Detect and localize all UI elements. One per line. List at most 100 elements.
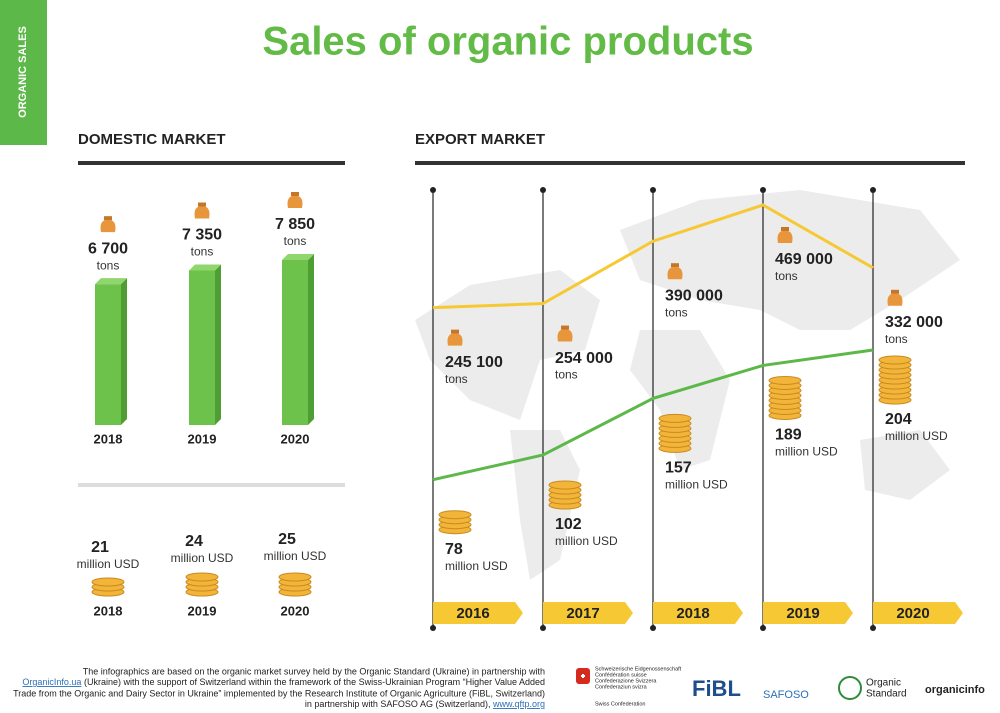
unit-label: million USD [445, 559, 508, 573]
swiss-text: Confédération suisse [595, 672, 647, 678]
unit-label: million USD [665, 478, 728, 492]
bag [287, 196, 303, 208]
bar-top [282, 254, 314, 260]
footer-link[interactable]: OrganicInfo.ua [22, 677, 81, 687]
swiss-text: Confederazione Svizzera [595, 678, 657, 684]
rule [78, 161, 345, 165]
timeline-dot [430, 187, 436, 193]
category-label: 2018 [676, 605, 709, 622]
year-banner [763, 602, 853, 624]
value-label: 25 [278, 531, 296, 548]
bag-tie [781, 227, 789, 231]
coin-stack [768, 375, 802, 420]
bar-side [121, 278, 127, 425]
value-label: 469 000 [775, 251, 833, 268]
os-logo: Standard [866, 689, 907, 700]
rule [415, 161, 965, 165]
footer-line: Trade from the Organic and Dairy Sector … [13, 688, 545, 698]
year-banner [433, 602, 523, 624]
bag-tie [891, 289, 899, 294]
footer-line: The infographics are based on the organi… [83, 666, 545, 676]
timeline-dot [430, 625, 436, 631]
bag-tie [561, 325, 569, 330]
unit-label: tons [885, 332, 908, 346]
category-label: 2020 [281, 603, 310, 618]
unit-label: million USD [171, 551, 234, 565]
timeline-dot [540, 187, 546, 193]
coin-stack [548, 480, 582, 510]
value-label: 21 [91, 539, 109, 556]
category-label: 2019 [188, 603, 217, 618]
bag-icon [667, 263, 683, 280]
bag-tie [671, 263, 679, 268]
value-label: 24 [185, 533, 203, 550]
category-label: 2020 [281, 431, 310, 446]
bag-tie [291, 192, 299, 196]
bag [447, 333, 463, 346]
side-tab [0, 0, 47, 145]
bar [282, 260, 308, 425]
year-banner [543, 602, 633, 624]
unit-label: million USD [77, 557, 140, 571]
series-line [432, 203, 874, 310]
swiss-text: Schweizerische Eidgenossenschaft [595, 666, 682, 672]
value-label: 204 [885, 411, 912, 428]
timeline-dot [650, 187, 656, 193]
unit-label: million USD [775, 445, 838, 459]
unit-label: tons [191, 245, 214, 259]
coin-stack [878, 355, 912, 405]
organicinfo-logo: organicinfo [925, 684, 985, 696]
coin [548, 480, 582, 490]
fibl-logo: FiBL [692, 676, 741, 701]
footer-text: (Ukraine) with the support of Switzerlan… [81, 677, 545, 687]
section-title: DOMESTIC MARKET [78, 131, 226, 148]
section-title: EXPORT MARKET [415, 131, 545, 148]
bag-tie [451, 329, 459, 334]
value-label: 6 700 [88, 240, 128, 257]
value-label: 78 [445, 541, 463, 558]
footer-link[interactable]: www.qftp.org [492, 699, 545, 709]
coin [658, 413, 692, 423]
bag-icon [287, 192, 303, 208]
rule [78, 483, 345, 487]
category-label: 2018 [94, 603, 123, 618]
bag [557, 329, 573, 342]
os-logo: Organic [866, 678, 901, 689]
value-label: 189 [775, 427, 802, 444]
bag-icon [887, 289, 903, 306]
value-label: 332 000 [885, 314, 943, 331]
value-label: 390 000 [665, 287, 723, 304]
bar-side [308, 254, 314, 425]
timeline-dot [650, 625, 656, 631]
bag-icon [777, 227, 793, 243]
bar [189, 270, 215, 425]
bag [100, 220, 116, 233]
footer-line: in partnership with SAFOSO AG (Switzerla… [305, 699, 545, 709]
value-label: 7 350 [182, 227, 222, 244]
side-label: ORGANIC SALES [17, 26, 29, 118]
bar-top [189, 264, 221, 271]
year-banner [653, 602, 743, 624]
bag [887, 293, 903, 306]
value-label: 102 [555, 516, 582, 533]
swiss-cross [581, 674, 585, 678]
bar-side [215, 264, 221, 425]
bag [667, 267, 683, 280]
coin-stack [438, 510, 472, 535]
timeline-dot [760, 187, 766, 193]
bag-icon [557, 325, 573, 342]
unit-label: million USD [885, 429, 948, 443]
swiss-text: Confederaziun svizra [595, 684, 648, 690]
category-label: 2020 [896, 605, 929, 622]
footer-text: in partnership with SAFOSO AG (Switzerla… [305, 699, 493, 709]
footer-line: OrganicInfo.ua (Ukraine) with the suppor… [22, 677, 545, 687]
coin [278, 572, 312, 582]
bag-icon [100, 216, 116, 233]
bag [194, 206, 210, 219]
bag-tie [198, 202, 206, 207]
value-label: 7 850 [275, 216, 315, 233]
timeline-dot [870, 187, 876, 193]
logos: Schweizerische Eidgenossenschaft Confédé… [576, 666, 985, 707]
unit-label: tons [97, 258, 120, 272]
